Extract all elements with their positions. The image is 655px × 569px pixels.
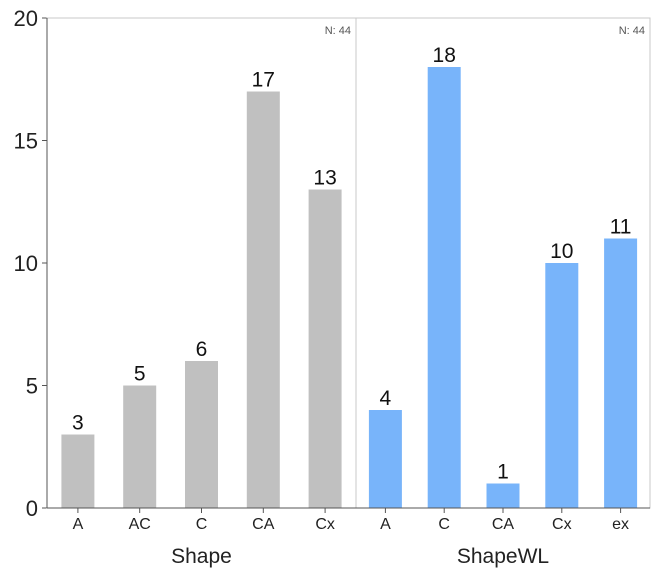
x-tick-label: C	[196, 516, 208, 533]
x-tick-label: A	[73, 516, 84, 533]
bar	[246, 91, 280, 508]
bar	[427, 67, 461, 508]
bar	[545, 263, 579, 508]
bar	[368, 410, 402, 508]
y-tick-label: 5	[26, 374, 38, 399]
x-tick-label: A	[380, 516, 391, 533]
bar-value-label: 6	[196, 338, 208, 361]
x-tick-label: Cx	[315, 516, 335, 533]
x-axis-title: Shape	[171, 545, 232, 568]
bar	[486, 483, 520, 508]
bar-value-label: 18	[433, 44, 456, 67]
x-tick-label: CA	[252, 516, 275, 533]
bar	[185, 361, 218, 508]
x-tick-label: C	[438, 516, 450, 533]
x-tick-label: Cx	[552, 516, 572, 533]
y-tick-label: 0	[26, 496, 38, 521]
bar-value-label: 1	[497, 461, 509, 484]
y-tick-label: 15	[14, 129, 38, 154]
bar-value-label: 5	[134, 363, 146, 386]
x-tick-label: CA	[492, 516, 515, 533]
bar	[123, 385, 157, 508]
bar-value-label: 17	[252, 69, 275, 92]
x-tick-label: ex	[612, 516, 629, 533]
x-axis-title: ShapeWL	[457, 545, 549, 568]
x-tick-label: AC	[129, 516, 151, 533]
bar	[604, 238, 638, 508]
bar-value-label: 3	[72, 412, 84, 435]
bar	[308, 189, 342, 508]
y-tick-label: 10	[14, 251, 38, 276]
y-tick-label: 20	[14, 6, 38, 31]
bar	[61, 434, 95, 508]
bar-value-label: 4	[380, 387, 392, 410]
bar-value-label: 11	[610, 216, 632, 239]
bar-value-label: 13	[313, 167, 336, 190]
bar-value-label: 10	[550, 240, 573, 263]
n-label: N: 44	[325, 25, 351, 37]
n-label: N: 44	[619, 25, 645, 37]
